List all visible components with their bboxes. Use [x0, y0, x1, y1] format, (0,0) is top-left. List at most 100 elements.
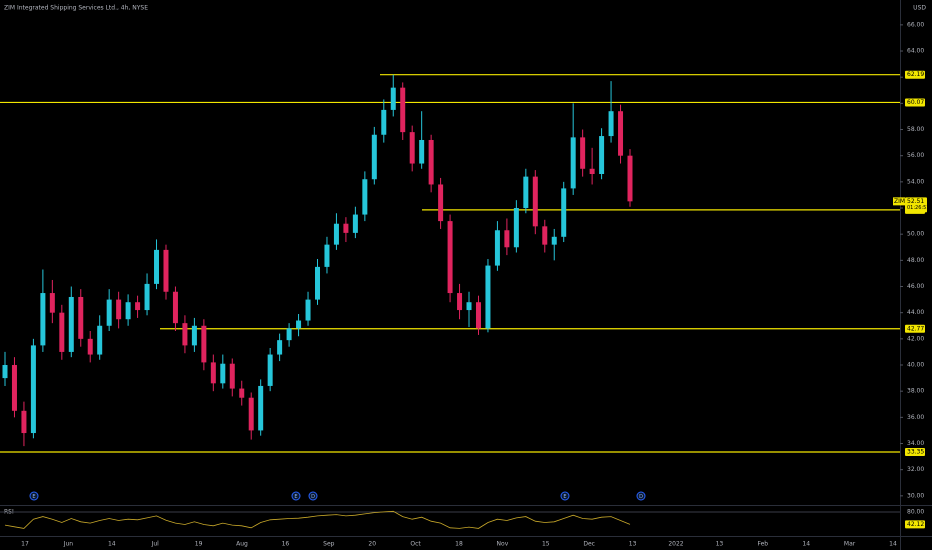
- x-tick-label: Mar: [844, 541, 856, 548]
- last-price: 52.51: [907, 198, 924, 205]
- candle-body: [400, 87, 406, 133]
- x-tick-label: Oct: [410, 541, 421, 548]
- candle-body: [551, 236, 557, 245]
- level-label: 62.19: [907, 71, 924, 78]
- candle-body: [504, 230, 510, 248]
- candle-body: [87, 338, 93, 355]
- candle-body: [352, 214, 358, 233]
- candle-body: [229, 363, 235, 389]
- candle-body: [523, 176, 529, 209]
- candle-body: [542, 226, 548, 245]
- candle-body: [494, 230, 500, 266]
- level-label-box: [905, 324, 925, 333]
- y-tick-label: 56.00: [907, 152, 924, 159]
- event-label: D: [639, 494, 643, 500]
- candle-body: [561, 188, 567, 237]
- candle-body: [390, 87, 396, 110]
- x-tick-label: 16: [282, 541, 290, 548]
- y-tick-label: 30.00: [907, 492, 924, 499]
- candle-body: [21, 410, 27, 434]
- y-tick-label: 36.00: [907, 414, 924, 421]
- event-label: E: [294, 494, 297, 500]
- candle-body: [11, 365, 17, 411]
- countdown: 01:26:51: [907, 205, 929, 211]
- candle-body: [163, 249, 169, 292]
- candle-body: [315, 266, 320, 300]
- candle-body: [40, 293, 46, 346]
- y-tick-label: 42.00: [907, 335, 924, 342]
- candle-body: [201, 325, 207, 363]
- x-tick-label: 17: [21, 541, 29, 548]
- x-tick-label: Aug: [236, 541, 248, 548]
- level-label-box: [905, 448, 925, 457]
- event-label: E: [32, 494, 35, 500]
- candle-body: [144, 283, 150, 311]
- candle-body: [305, 299, 311, 321]
- candle-body: [618, 111, 624, 156]
- x-tick-label: 14: [108, 541, 116, 548]
- x-tick-label: Jun: [63, 541, 74, 548]
- y-tick-label: 58.00: [907, 126, 924, 133]
- level-label: 33.35: [907, 449, 924, 456]
- y-tick-label: 54.00: [907, 178, 924, 185]
- y-tick-label: 50.00: [907, 231, 924, 238]
- y-tick-label: 32.00: [907, 466, 924, 473]
- y-tick-label: 44.00: [907, 309, 924, 316]
- candle-body: [608, 111, 614, 137]
- x-tick-label: 13: [629, 541, 637, 548]
- candle-body: [277, 340, 283, 355]
- candle-body: [324, 244, 330, 267]
- event-icon: [291, 491, 301, 501]
- candle-body: [172, 291, 178, 324]
- rsi-line: [4, 510, 631, 529]
- candle-body: [78, 296, 84, 339]
- candle-body: [97, 325, 103, 355]
- candle-body: [570, 137, 576, 189]
- candle-body: [59, 312, 65, 352]
- candle-body: [428, 139, 434, 185]
- rsi-tick-label: 80.00: [907, 508, 924, 515]
- candle-body: [154, 249, 160, 284]
- y-tick-label: 46.00: [907, 283, 924, 290]
- x-tick-label: Jul: [151, 541, 160, 548]
- candle-body: [438, 184, 444, 222]
- currency: USD: [913, 5, 926, 12]
- level-label: 42.77: [907, 325, 924, 332]
- candle-body: [30, 345, 36, 434]
- symbol-label: ZIM: [894, 198, 905, 205]
- candle-body: [286, 328, 292, 341]
- y-tick-label: 64.00: [907, 48, 924, 55]
- candle-body: [191, 325, 197, 346]
- x-tick-label: Feb: [757, 541, 768, 548]
- candle-body: [267, 354, 273, 386]
- x-tick-label: 15: [542, 541, 550, 548]
- x-tick-label: 18: [455, 541, 463, 548]
- candle-body: [371, 134, 377, 180]
- candle-body: [419, 139, 425, 164]
- x-tick-label: 13: [716, 541, 724, 548]
- y-tick-label: 34.00: [907, 440, 924, 447]
- candle-body: [599, 136, 605, 175]
- level-label-box: [905, 98, 925, 107]
- candle-body: [2, 365, 8, 379]
- rsi-value-box: [905, 520, 925, 529]
- candle-body: [125, 302, 131, 320]
- candle-body: [362, 179, 368, 215]
- x-tick-label: Sep: [323, 541, 335, 548]
- event-icon: [29, 491, 39, 501]
- candle-body: [248, 397, 254, 431]
- event-icon: [560, 491, 570, 501]
- x-tick-label: 20: [368, 541, 376, 548]
- y-tick-label: 48.00: [907, 257, 924, 264]
- x-tick-label: 14: [889, 541, 897, 548]
- candle-body: [258, 385, 264, 431]
- candle-body: [475, 302, 481, 329]
- level-label: 60.07: [907, 99, 924, 106]
- candle-body: [580, 137, 586, 169]
- event-label: E: [563, 494, 566, 500]
- candle-body: [457, 293, 463, 311]
- y-tick-label: 66.00: [907, 21, 924, 28]
- candle-body: [466, 302, 472, 311]
